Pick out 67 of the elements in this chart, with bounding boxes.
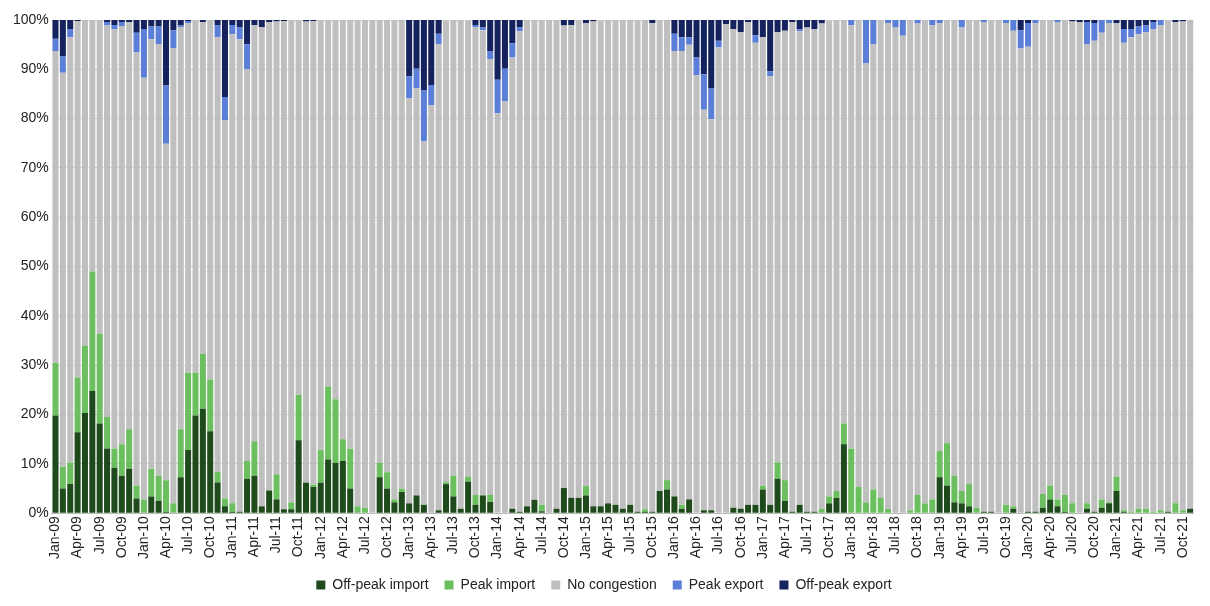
- x-tick-label: Jul-21: [1151, 515, 1168, 555]
- x-tick-label: Jan-12: [311, 515, 328, 560]
- x-tick-label: Oct-21: [1173, 515, 1190, 559]
- y-tick-label: 30%: [20, 356, 49, 373]
- x-tick-label: Apr-21: [1129, 515, 1146, 559]
- legend-label: No congestion: [567, 575, 657, 592]
- x-tick-label: Jul-11: [267, 515, 284, 554]
- x-tick-label: Apr-19: [952, 515, 969, 559]
- legend-label: Peak import: [460, 575, 536, 592]
- x-tick-label: Jan-19: [930, 515, 947, 560]
- x-tick-label: Oct-20: [1085, 515, 1102, 559]
- x-tick-label: Apr-11: [245, 515, 262, 558]
- y-tick-label: 60%: [20, 208, 49, 225]
- legend-label: Off-peak import: [332, 575, 429, 592]
- x-tick-label: Jan-14: [488, 515, 505, 560]
- x-tick-label: Jan-15: [576, 515, 593, 560]
- x-tick-label: Apr-09: [68, 515, 85, 559]
- x-tick-label: Apr-15: [598, 515, 615, 559]
- x-tick-label: Oct-11: [289, 515, 306, 558]
- x-tick-label: Jul-13: [444, 515, 461, 555]
- x-tick-label: Oct-18: [908, 515, 925, 559]
- x-tick-label: Apr-10: [156, 515, 173, 559]
- x-tick-label: Apr-16: [687, 515, 704, 559]
- x-tick-label: Apr-12: [333, 515, 350, 559]
- x-tick-label: Oct-16: [731, 515, 748, 559]
- y-tick-label: 40%: [20, 306, 49, 323]
- x-tick-label: Oct-13: [466, 515, 483, 559]
- x-tick-label: Apr-14: [510, 515, 527, 559]
- x-tick-label: Jul-15: [621, 515, 638, 555]
- x-tick-label: Apr-20: [1041, 515, 1058, 559]
- x-tick-label: Apr-13: [422, 515, 439, 559]
- legend-label: Off-peak export: [795, 575, 892, 592]
- y-tick-label: 100%: [12, 10, 49, 27]
- y-tick-label: 70%: [20, 158, 49, 175]
- x-tick-label: Jul-16: [709, 515, 726, 555]
- x-tick-label: Oct-15: [643, 515, 660, 559]
- x-tick-label: Jan-17: [753, 515, 770, 560]
- x-tick-label: Jul-14: [532, 515, 549, 555]
- y-tick-label: 20%: [20, 405, 49, 422]
- x-tick-label: Jan-16: [665, 515, 682, 560]
- x-tick-label: Jul-17: [797, 515, 814, 555]
- y-tick-label: 80%: [20, 109, 49, 126]
- y-tick-label: 50%: [20, 257, 49, 274]
- x-tick-label: Jul-09: [90, 515, 107, 555]
- x-tick-label: Jan-11: [223, 515, 240, 558]
- x-tick-label: Jan-13: [400, 515, 417, 560]
- y-tick-label: 90%: [20, 60, 49, 77]
- legend-label: Peak export: [688, 575, 764, 592]
- x-tick-label: Oct-09: [112, 515, 129, 559]
- x-tick-label: Oct-19: [996, 515, 1013, 559]
- x-tick-label: Jan-10: [134, 515, 151, 560]
- x-tick-label: Jan-21: [1107, 515, 1124, 560]
- x-tick-label: Jul-12: [355, 515, 372, 555]
- x-tick-label: Oct-12: [377, 515, 394, 559]
- x-tick-label: Apr-18: [864, 515, 881, 559]
- y-tick-label: 0%: [28, 504, 49, 521]
- y-tick-label: 10%: [20, 454, 49, 471]
- x-tick-label: Jan-20: [1018, 515, 1035, 560]
- x-tick-label: Oct-10: [201, 515, 218, 559]
- x-tick-label: Oct-17: [819, 515, 836, 559]
- x-tick-label: Jul-20: [1063, 515, 1080, 555]
- x-tick-label: Jul-19: [974, 515, 991, 555]
- x-tick-label: Oct-14: [554, 515, 571, 559]
- x-tick-label: Apr-17: [775, 515, 792, 559]
- x-tick-label: Jul-10: [178, 515, 195, 555]
- x-tick-label: Jan-18: [842, 515, 859, 560]
- x-tick-label: Jul-18: [886, 515, 903, 555]
